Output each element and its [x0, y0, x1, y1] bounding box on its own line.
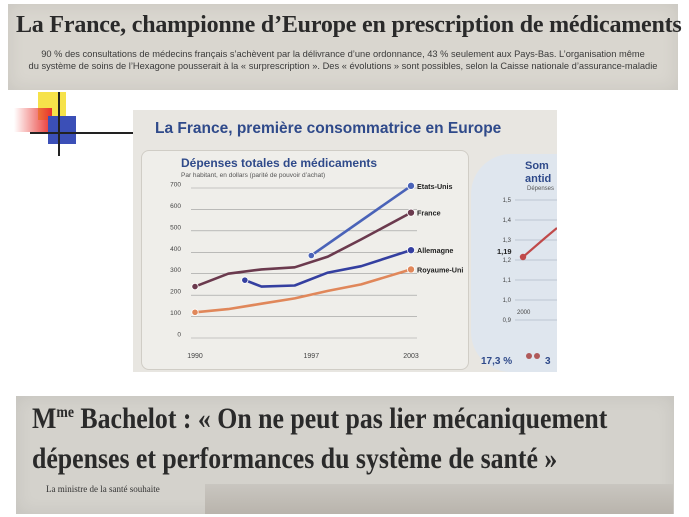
section-title: La France, première consommatrice en Eur…	[155, 120, 502, 137]
side-chart-title: Som antid	[525, 160, 551, 186]
article-headline-strip: La France, championne d’Europe en prescr…	[8, 4, 682, 90]
series-label: France	[417, 209, 441, 218]
line-chart: 0 100 200 300 400 500 600 700 1990 1997 2003 Etats-…	[170, 181, 557, 367]
side-series-line	[522, 227, 557, 258]
side-data-point	[519, 253, 527, 261]
chart-title: Dépenses totales de médicaments	[181, 156, 378, 170]
side-chart-panel	[471, 154, 557, 372]
side-title-line-1: Som	[525, 160, 549, 172]
side-title-line-2: antid	[525, 173, 552, 185]
vertical-rule	[58, 92, 60, 156]
side-chart-subtitle: Dépenses	[527, 186, 555, 192]
chart-subtitle: Par habitant, en dollars (parité de pouv…	[181, 172, 326, 179]
slide-decoration	[8, 92, 138, 162]
blue-square	[48, 116, 76, 144]
side-x-label: 2000	[517, 310, 531, 316]
article-headline: La France, championne d’Europe en prescr…	[16, 12, 682, 38]
x-tick-label: 1997	[304, 353, 320, 360]
y-tick-label: 400	[170, 246, 181, 253]
series-label: Etats-Unis	[417, 182, 453, 191]
side-tick-label: 1,0	[503, 298, 512, 304]
y-tick-label: 300	[170, 267, 181, 274]
data-point	[307, 251, 315, 260]
x-tick-label: 2003	[403, 353, 419, 360]
bottom-stat-2: 3	[545, 356, 551, 367]
series-label: Royaume-Uni	[417, 265, 463, 274]
horizontal-rule	[30, 132, 136, 134]
x-tick-label: 1990	[187, 353, 203, 360]
person-icon	[534, 353, 540, 359]
data-point	[406, 208, 415, 217]
series-label: Allemagne	[417, 246, 453, 255]
bottom-stat: 17,3 %	[481, 356, 512, 367]
headline-superscript: me	[56, 404, 74, 421]
headline-rest: Bachelot : « On ne peut pas lier mécaniq…	[73, 402, 608, 435]
y-tick-label: 500	[170, 224, 181, 231]
data-point	[406, 181, 415, 190]
headline-prefix: M	[32, 402, 57, 435]
y-tick-label: 600	[170, 203, 181, 210]
y-tick-label: 100	[170, 310, 181, 317]
person-icon	[526, 353, 532, 359]
series-line	[194, 268, 412, 314]
side-tick-label: 1,4	[503, 218, 512, 224]
series-line	[244, 248, 412, 288]
side-tick-label: 1,5	[503, 198, 512, 204]
red-square	[14, 108, 52, 132]
side-tick-label: 1,3	[503, 238, 512, 244]
photo	[205, 484, 673, 514]
side-tick-label: 0,9	[503, 318, 512, 324]
article-lead-line-2: du système de soins de l’Hexagone pousse…	[28, 61, 658, 71]
side-tick-label: 1,1	[503, 278, 512, 284]
y-tick-label: 0	[177, 332, 181, 339]
y-tick-label: 700	[170, 182, 181, 189]
side-value-label: 1,19	[497, 247, 512, 256]
y-tick-label: 200	[170, 289, 181, 296]
data-point	[191, 308, 199, 316]
series-line	[194, 211, 412, 288]
series-line	[310, 184, 412, 257]
data-point	[241, 276, 249, 284]
data-point	[406, 265, 415, 274]
article-lead: 90 % des consultations de médecins franç…	[18, 48, 668, 72]
chart-clipping: La France, première consommatrice en Eur…	[133, 110, 557, 372]
interview-caption: La ministre de la santé souhaite	[46, 484, 160, 494]
data-point	[191, 282, 199, 291]
interview-headline-line-2: dépenses et performances du système de s…	[32, 442, 558, 475]
interview-headline-line-1: Mme Bachelot : « On ne peut pas lier méc…	[32, 402, 607, 436]
data-point	[406, 246, 415, 255]
side-tick-label: 1,2	[503, 258, 512, 264]
article-lead-line-1: 90 % des consultations de médecins franç…	[41, 49, 645, 59]
